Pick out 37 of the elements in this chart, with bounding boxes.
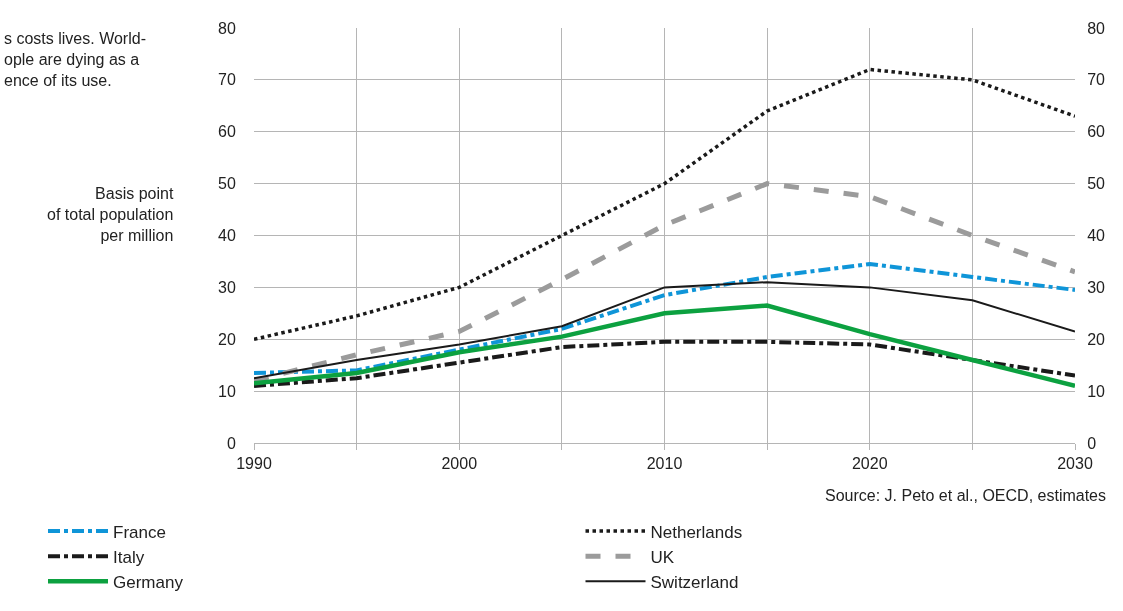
legend-label: France [113,522,166,542]
y2-tick-label: 20 [1087,330,1106,348]
legend-label: UK [650,547,675,567]
y2-tick-label: 0 [1087,434,1097,452]
line-series [254,262,1075,375]
y2-tick-label: 40 [1087,227,1106,245]
y-tick-label: 80 [218,19,236,37]
y2-tick-label: 30 [1087,278,1106,296]
x-tick-label: 1990 [236,455,272,473]
y-tick-label: 10 [218,382,236,400]
y2-tick-label: 50 [1087,175,1106,193]
y-tick-label: 0 [226,434,236,452]
y2-tick-label: 60 [1087,123,1106,141]
x-tick-label: 2020 [851,455,888,473]
x-tick-label: 2000 [441,455,478,473]
x-tick-label: 2030 [1057,455,1093,473]
y-tick-label: 20 [218,330,236,348]
y-tick-label: 70 [218,71,236,89]
legend-label: Switzerland [650,572,739,592]
y-tick-label: 50 [218,175,236,193]
source-note: Source: J. Peto et al., OECD, estimates [825,487,1106,504]
line-series [254,339,1075,388]
line-series [254,303,1075,389]
y2-tick-label: 80 [1087,19,1106,37]
line-series [254,281,1075,380]
legend-label: Italy [113,547,145,567]
y-axis-title: Basis point of total population per million [47,185,174,244]
line-series [254,67,1075,341]
legend-label: Germany [113,572,184,592]
y-tick-label: 30 [218,278,236,296]
y-tick-label: 60 [218,123,236,141]
y2-tick-label: 10 [1087,382,1106,400]
legend-label: Netherlands [650,522,743,542]
y-tick-label: 40 [218,227,236,245]
y2-tick-label: 70 [1087,71,1106,89]
x-tick-label: 2010 [646,455,683,473]
text: s costs lives. World- ople are dying as a ence of its use. [4,30,146,89]
